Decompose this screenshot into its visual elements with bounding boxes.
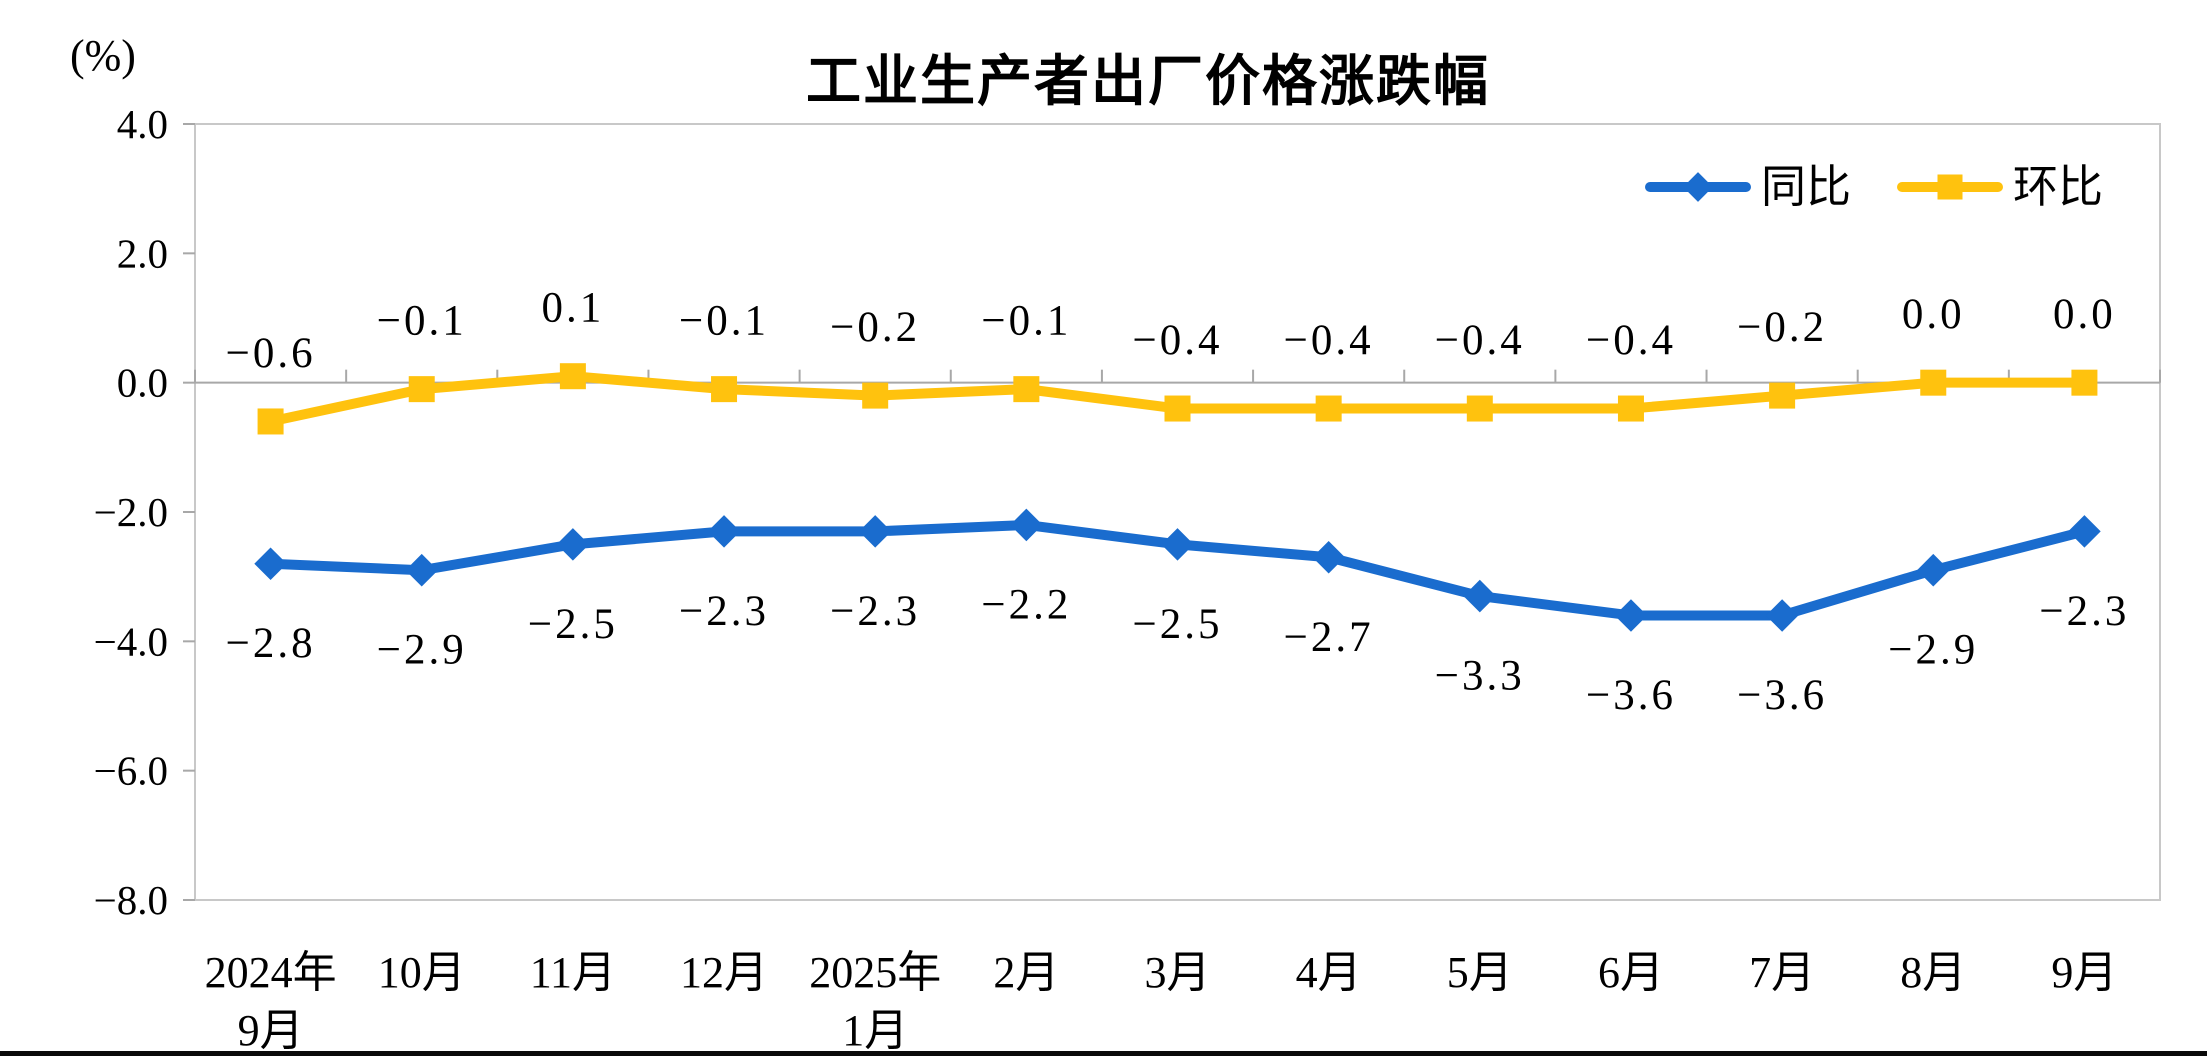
legend-label-mom: 环比 (2013, 161, 2104, 212)
data-point-diamond (2068, 515, 2101, 548)
data-label-mom: −0.4 (1586, 317, 1676, 364)
data-label-yoy: −2.2 (981, 581, 1071, 628)
x-tick-label: 2025年 1月 (809, 948, 941, 1055)
data-point-diamond (405, 553, 438, 587)
x-tick-label: 7月 (1749, 948, 1815, 997)
data-label-yoy: −3.3 (1435, 653, 1525, 700)
data-point-square (559, 363, 586, 390)
x-tick-label: 4月 (1296, 948, 1362, 997)
x-tick-label: 10月 (378, 948, 466, 997)
data-label-yoy: −2.3 (830, 588, 920, 635)
legend-line-sample-mom (1897, 174, 2004, 200)
data-label-mom: −0.4 (1284, 317, 1374, 364)
x-tick-label: 2月 (993, 948, 1059, 997)
data-point-square (1769, 382, 1796, 409)
data-point-square (1013, 376, 1040, 403)
data-point-square (1617, 395, 1644, 422)
legend-line-sample-yoy (1645, 172, 1751, 202)
x-tick-label: 12月 (680, 948, 768, 997)
y-axis-unit-label: (%) (70, 31, 136, 80)
y-tick-label: −6.0 (94, 748, 168, 794)
data-point-square (408, 376, 435, 403)
y-tick-label: −2.0 (94, 489, 168, 535)
data-label-mom: −0.6 (226, 330, 316, 377)
data-point-square (257, 408, 284, 435)
data-label-yoy: −3.6 (1586, 672, 1676, 719)
data-point-square (2071, 369, 2098, 396)
data-label-yoy: −2.5 (528, 601, 618, 648)
legend: 同比 环比 (1645, 158, 2103, 216)
legend-item-yoy: 同比 (1645, 161, 1852, 212)
data-point-square (1466, 395, 1493, 422)
plot-frame (194, 123, 2161, 901)
data-label-mom: −0.1 (981, 298, 1071, 345)
data-label-yoy: −2.7 (1284, 614, 1374, 661)
y-tick-label: −4.0 (94, 618, 168, 664)
diamond-marker-icon (1683, 172, 1713, 202)
bottom-divider (0, 1051, 2207, 1056)
y-tick-label: 4.0 (117, 101, 168, 147)
data-point-diamond (254, 547, 287, 580)
page-title: 工业生产者出厂价格涨跌幅 (806, 50, 1491, 112)
x-tick-label: 11月 (530, 948, 616, 997)
data-label-yoy: −2.3 (2039, 588, 2129, 635)
data-label-mom: −0.2 (1737, 304, 1827, 351)
data-label-mom: 0.0 (1902, 291, 1965, 338)
data-point-square (1920, 369, 1947, 396)
data-label-yoy: −2.5 (1132, 601, 1222, 648)
x-tick-label: 9月 (2051, 948, 2117, 997)
data-point-square (711, 376, 738, 403)
data-label-mom: −0.1 (377, 298, 467, 345)
data-label-mom: −0.4 (1435, 317, 1525, 364)
data-point-diamond (556, 528, 590, 561)
data-point-square (1315, 395, 1342, 422)
data-label-yoy: −3.6 (1737, 672, 1827, 719)
data-point-diamond (858, 515, 892, 548)
data-label-yoy: −2.8 (226, 620, 316, 667)
data-point-diamond (707, 515, 741, 548)
data-label-mom: −0.4 (1132, 317, 1222, 364)
data-point-diamond (1312, 541, 1345, 574)
data-label-yoy: −2.9 (1888, 627, 1978, 674)
data-point-diamond (1614, 599, 1648, 632)
data-label-mom: −0.1 (679, 298, 769, 345)
data-point-diamond (1765, 599, 1799, 632)
x-tick-label: 8月 (1900, 948, 1966, 997)
data-point-diamond (1161, 528, 1194, 561)
y-tick-label: −8.0 (94, 877, 168, 923)
data-label-mom: −0.2 (830, 304, 920, 351)
data-point-diamond (1917, 553, 1950, 587)
data-point-square (862, 382, 889, 409)
x-tick-label: 5月 (1447, 948, 1513, 997)
legend-label-yoy: 同比 (1761, 161, 1852, 212)
square-marker-icon (1937, 174, 1963, 200)
legend-item-mom: 环比 (1897, 161, 2104, 212)
y-tick-label: 0.0 (117, 360, 168, 406)
x-tick-label: 2024年 9月 (205, 948, 337, 1055)
data-label-yoy: −2.3 (679, 588, 769, 635)
data-point-diamond (1010, 508, 1043, 542)
x-tick-label: 3月 (1145, 948, 1211, 997)
data-label-yoy: −2.9 (377, 627, 467, 674)
data-label-mom: 0.1 (542, 285, 605, 332)
data-point-diamond (1463, 579, 1497, 613)
data-label-mom: 0.0 (2053, 291, 2116, 338)
x-tick-label: 6月 (1598, 948, 1664, 997)
data-point-square (1164, 395, 1191, 422)
y-tick-label: 2.0 (117, 230, 168, 276)
